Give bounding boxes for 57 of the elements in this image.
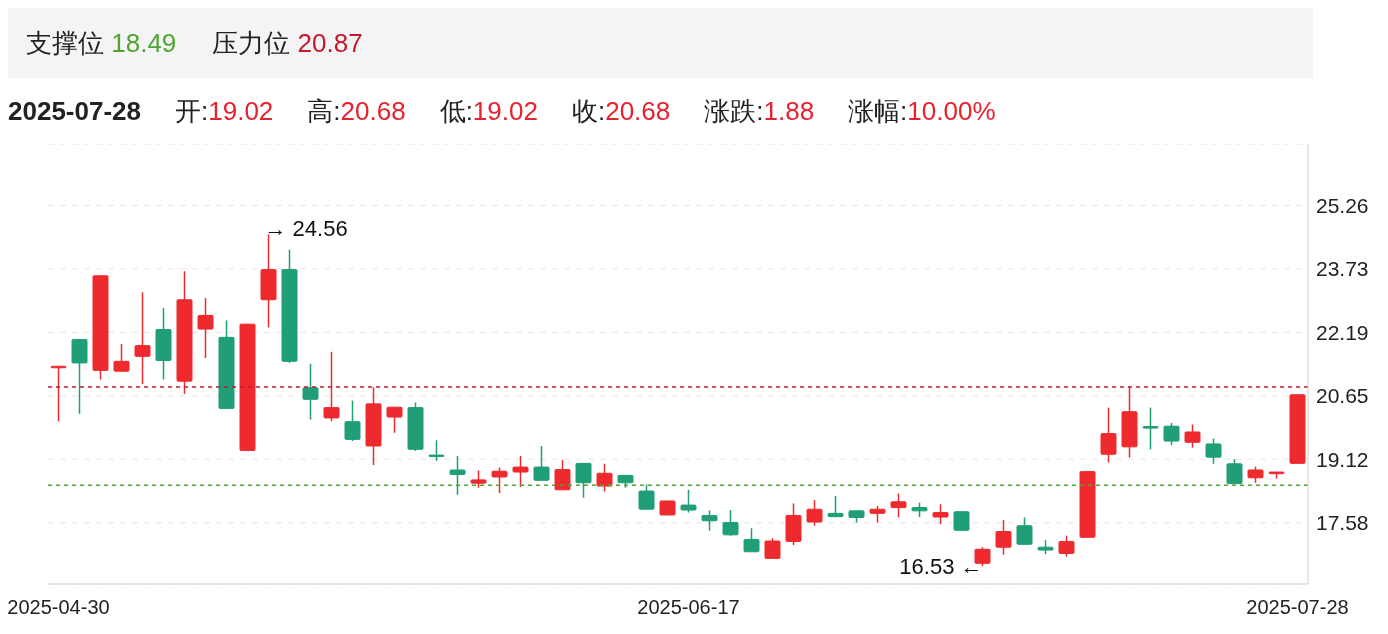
candlestick — [596, 463, 613, 493]
candlestick — [533, 445, 550, 482]
candlestick — [1100, 406, 1117, 464]
text: 涨幅:10.00% — [848, 95, 996, 126]
text: 收:20.68 — [571, 95, 671, 126]
candlestick — [764, 537, 781, 560]
candlestick — [554, 459, 571, 491]
x-tick-label: 2025-06-17 — [637, 596, 740, 619]
candlestick — [512, 455, 529, 488]
candlestick — [890, 492, 907, 519]
annotation: 16.53 ← — [899, 554, 983, 580]
candlestick — [1184, 423, 1201, 449]
candlestick — [953, 510, 970, 532]
y-tick-label: 22.19 — [1316, 320, 1369, 344]
candlestick — [827, 495, 844, 518]
x-tick-label: 2025-04-30 — [7, 596, 110, 619]
y-tick-label: 25.26 — [1316, 194, 1369, 218]
text: 开:19.02 — [175, 95, 274, 126]
text: 低:19.02 — [439, 95, 538, 126]
candlestick — [701, 509, 718, 532]
candlestick — [743, 527, 760, 553]
candlestick — [71, 338, 88, 415]
candlestick — [491, 466, 508, 494]
candlestick — [428, 439, 445, 462]
candlestick — [386, 406, 403, 434]
candlestick — [575, 462, 592, 499]
candlestick — [134, 291, 151, 385]
candlestick — [197, 297, 214, 359]
candlestick — [1226, 458, 1243, 485]
candlestick — [1058, 534, 1075, 558]
y-tick-label: 20.65 — [1316, 384, 1369, 408]
candlestick — [1205, 437, 1222, 465]
annotation: → 24.56 — [264, 216, 348, 242]
text: 压力位 20.87 — [212, 27, 363, 58]
candlestick — [323, 351, 340, 422]
x-tick-label: 2025-07-28 — [1246, 596, 1349, 619]
text: 高:20.68 — [307, 95, 406, 126]
candlestick — [680, 489, 697, 514]
candlestick — [113, 343, 130, 372]
y-tick-label: 17.58 — [1316, 511, 1369, 535]
candlestick — [932, 503, 949, 525]
candlestick — [974, 546, 991, 567]
text: 支撑位 18.49 — [26, 27, 177, 58]
candlestick — [302, 363, 319, 421]
candlestick — [449, 455, 466, 496]
candlestick — [638, 483, 655, 510]
candlestick — [1142, 406, 1159, 451]
y-tick-label: 23.73 — [1316, 257, 1369, 281]
candlestick — [806, 499, 823, 527]
candlestick — [344, 399, 361, 442]
text: 2025-07-28 — [8, 95, 141, 127]
y-tick-label: 19.12 — [1316, 447, 1369, 471]
candlestick — [1016, 516, 1033, 546]
candlestick — [995, 519, 1012, 556]
candlestick — [1163, 422, 1180, 446]
candlestick — [722, 509, 739, 537]
text: 涨跌:1.88 — [704, 95, 815, 126]
